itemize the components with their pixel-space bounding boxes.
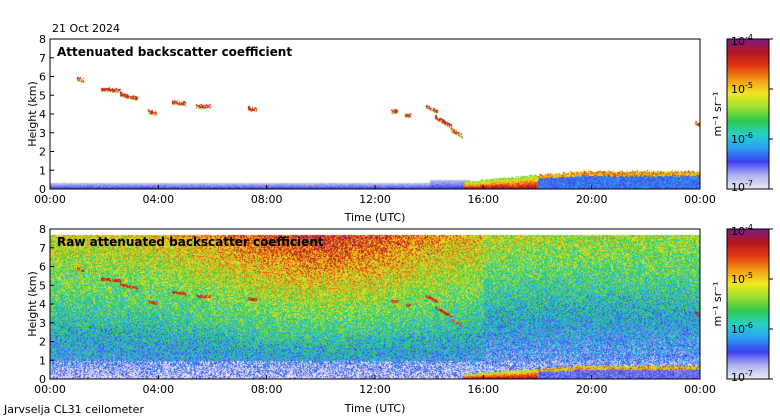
- x-axis-1: 00:00 04:00 08:00 12:00 16:00 20:00 00:00: [34, 185, 716, 206]
- colorbar-tick-label: 10-6: [731, 131, 753, 146]
- y-tick-label: 8: [39, 33, 46, 46]
- colorbar-2: [727, 229, 769, 379]
- colorbar-2-frame: [726, 228, 770, 380]
- colorbar-1-frame: [726, 38, 770, 190]
- y-tick-label: 7: [39, 242, 46, 255]
- x-tick-label: 04:00: [142, 383, 174, 396]
- panel-1-title: Attenuated backscatter coefficient: [57, 45, 292, 59]
- y-axis-label-2: Height (km): [26, 271, 39, 337]
- colorbar-2-unit: m⁻¹ sr⁻¹: [711, 282, 724, 327]
- y-tick-label: 5: [39, 279, 46, 292]
- y-tick-label: 6: [39, 71, 46, 84]
- y-tick-label: 0: [39, 373, 46, 386]
- plot-area-1: [50, 39, 700, 189]
- x-tick-label: 08:00: [251, 193, 283, 206]
- x-axis-label-2: Time (UTC): [344, 402, 406, 415]
- x-tick-label: 04:00: [142, 193, 174, 206]
- x-tick-label: 00:00: [684, 383, 716, 396]
- x-tick-label: 12:00: [359, 383, 391, 396]
- x-tick-label: 12:00: [359, 193, 391, 206]
- x-axis-label-1: Time (UTC): [344, 211, 406, 224]
- x-tick-label: 16:00: [467, 383, 499, 396]
- plot-area-2: [50, 229, 700, 379]
- x-tick-label: 16:00: [467, 193, 499, 206]
- y-axis-label-1: Height (km): [26, 81, 39, 147]
- colorbar-1-unit: m⁻¹ sr⁻¹: [711, 92, 724, 137]
- colorbar-1-ticks: 10-4 10-5 10-6 10-7: [731, 33, 773, 194]
- x-axis-2: 00:00 04:00 08:00 12:00 16:00 20:00 00:00: [34, 375, 716, 396]
- x-tick-label: 00:00: [34, 193, 66, 206]
- panel-2-title: Raw attenuated backscatter coefficient: [57, 235, 324, 249]
- y-tick-label: 3: [39, 317, 46, 330]
- x-tick-label: 20:00: [576, 193, 608, 206]
- y-tick-label: 2: [39, 146, 46, 159]
- x-tick-label: 20:00: [576, 383, 608, 396]
- y-axis-1: 0 1 2 3 4 5 6 7 8: [39, 33, 54, 196]
- y-tick-label: 5: [39, 89, 46, 102]
- y-tick-label: 7: [39, 52, 46, 65]
- y-tick-label: 4: [39, 298, 46, 311]
- colorbar-tick-label: 10-7: [731, 179, 753, 194]
- colorbar-tick-label: 10-6: [731, 321, 753, 336]
- y-tick-label: 8: [39, 223, 46, 236]
- colorbar-tick-label: 10-5: [731, 81, 753, 96]
- colorbar-tick-label: 10-4: [731, 223, 753, 238]
- y-tick-label: 1: [39, 164, 46, 177]
- x-tick-label: 00:00: [684, 193, 716, 206]
- y-tick-label: 3: [39, 127, 46, 140]
- colorbar-1: [727, 39, 769, 189]
- panel-attenuated-backscatter: Attenuated backscatter coefficient 0 1 2 3 4…: [26, 33, 773, 224]
- y-tick-label: 4: [39, 108, 46, 121]
- colorbar-tick-label: 10-5: [731, 271, 753, 286]
- panel-raw-attenuated-backscatter: Raw attenuated backscatter coefficient 0…: [26, 223, 773, 415]
- x-tick-label: 08:00: [251, 383, 283, 396]
- date-label: 21 Oct 2024: [52, 22, 120, 35]
- colorbar-2-ticks: 10-4 10-5 10-6 10-7: [731, 223, 773, 384]
- colorbar-tick-label: 10-4: [731, 33, 753, 48]
- y-tick-label: 0: [39, 183, 46, 196]
- instrument-label: Jarvselja CL31 ceilometer: [3, 403, 144, 416]
- colorbar-tick-label: 10-7: [731, 369, 753, 384]
- x-tick-label: 00:00: [34, 383, 66, 396]
- y-axis-2: 0 1 2 3 4 5 6 7 8: [39, 223, 54, 386]
- y-tick-label: 6: [39, 261, 46, 274]
- y-tick-label: 2: [39, 336, 46, 349]
- y-tick-label: 1: [39, 354, 46, 367]
